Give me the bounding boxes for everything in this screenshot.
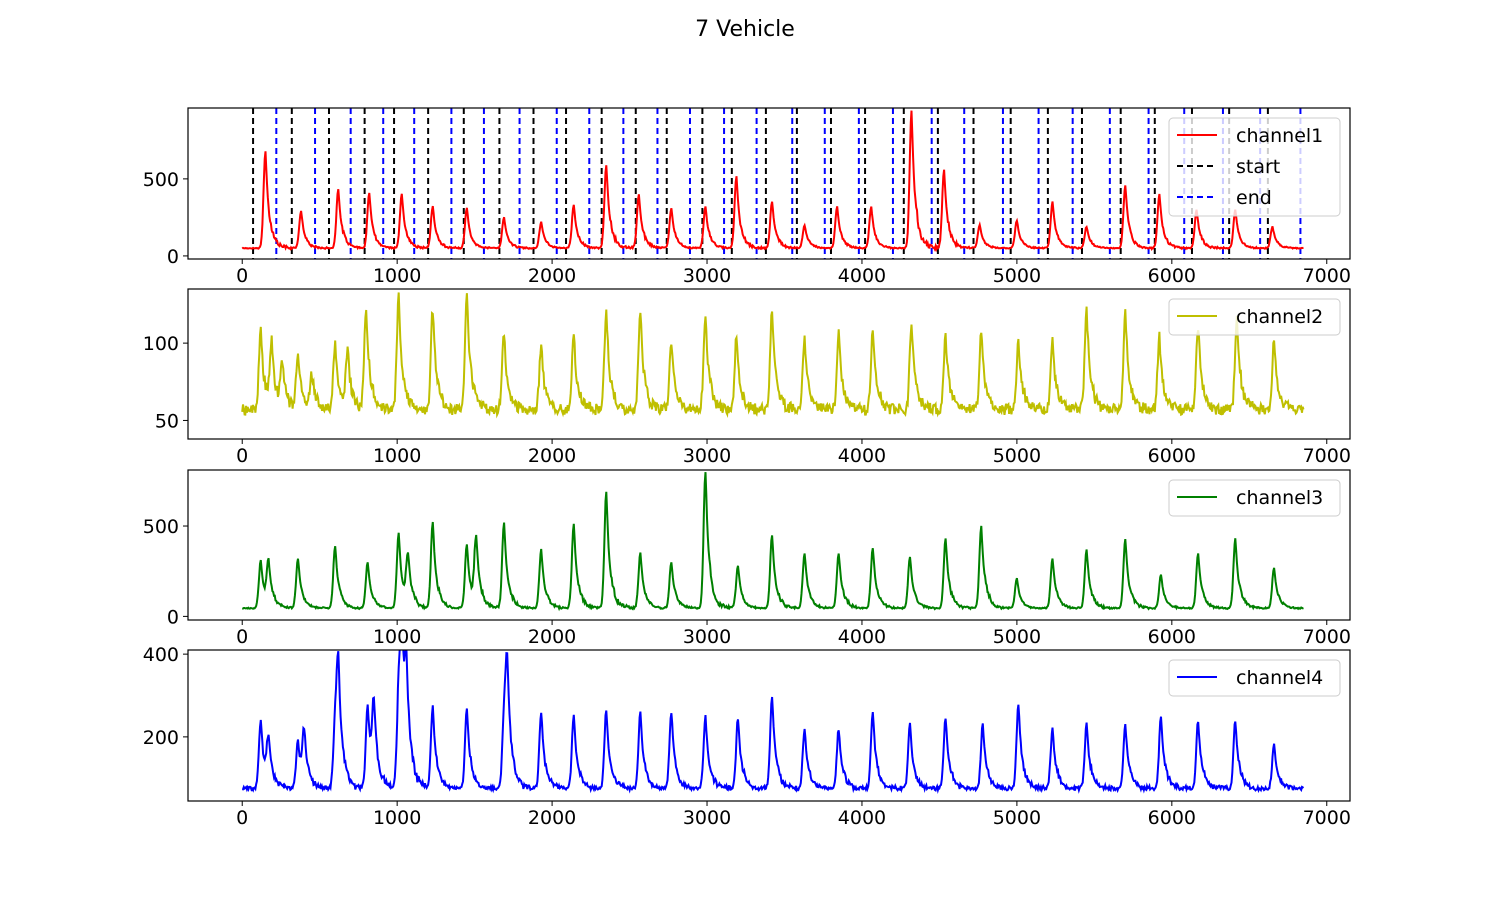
- legend-box: [1168, 479, 1341, 517]
- x-tick-label: 2000: [528, 807, 576, 829]
- y-tick-label: 400: [143, 644, 179, 666]
- x-tick-label: 2000: [528, 626, 576, 648]
- axes-frame: [187, 288, 1351, 440]
- legend-label-channel3: channel3: [1236, 487, 1323, 509]
- legend-label-end: end: [1236, 187, 1272, 209]
- y-tick-label: 0: [167, 606, 179, 628]
- channel1-line: [241, 110, 1304, 253]
- x-tick-label: 7000: [1303, 626, 1351, 648]
- y-tick-label: 500: [143, 516, 179, 538]
- x-tick-label: 7000: [1303, 807, 1351, 829]
- x-tick-label: 5000: [993, 265, 1041, 287]
- channel2-line: [241, 292, 1305, 419]
- y-tick-label: 500: [143, 169, 179, 191]
- panel-4: 0 1000 2000 3000 4000 5000 6000 7000 200 400 chann…: [143, 644, 1351, 829]
- axes-frame: [187, 107, 1351, 260]
- x-tick-label: 6000: [1148, 265, 1196, 287]
- legend-box: [1168, 117, 1341, 217]
- legend-box: [1168, 659, 1341, 697]
- y-tick-label: 100: [143, 333, 179, 355]
- legend-label-channel4: channel4: [1236, 667, 1323, 689]
- legend-label-start: start: [1236, 156, 1280, 178]
- x-tick-label: 4000: [838, 445, 886, 467]
- x-tick-label: 1000: [373, 265, 421, 287]
- x-tick-label: 1000: [373, 807, 421, 829]
- x-tick-label: 5000: [993, 445, 1041, 467]
- channel4-line: [241, 650, 1305, 794]
- panel-3: 0 1000 2000 3000 4000 5000 6000 7000 0 500 channel…: [143, 469, 1351, 648]
- legend-label-channel2: channel2: [1236, 306, 1323, 328]
- y-tick-label: 50: [155, 410, 179, 432]
- figure-title: 7 Vehicle: [695, 17, 795, 42]
- x-tick-label: 4000: [838, 807, 886, 829]
- x-tick-label: 6000: [1148, 626, 1196, 648]
- axes-frame: [187, 649, 1351, 802]
- legend: channel4: [1168, 659, 1341, 697]
- channel3-line: [241, 472, 1304, 612]
- legend-label-channel1: channel1: [1236, 125, 1323, 147]
- x-tick-label: 0: [236, 807, 248, 829]
- x-tick-label: 0: [236, 445, 248, 467]
- panel-1: 0 1000 2000 3000 4000 5000 6000 7000 0 500 channel…: [143, 107, 1351, 287]
- legend: channel2: [1168, 298, 1341, 336]
- legend: channel1 start end: [1168, 117, 1341, 217]
- y-tick-label: 0: [167, 246, 179, 268]
- x-tick-label: 6000: [1148, 445, 1196, 467]
- x-tick-label: 7000: [1303, 265, 1351, 287]
- x-tick-label: 3000: [683, 445, 731, 467]
- panels: 0 1000 2000 3000 4000 5000 6000 70000500channel…: [143, 107, 1351, 829]
- x-tick-label: 3000: [683, 626, 731, 648]
- legend: channel3: [1168, 479, 1341, 517]
- x-tick-label: 2000: [528, 445, 576, 467]
- x-tick-label: 6000: [1148, 807, 1196, 829]
- axes-frame: [187, 469, 1351, 621]
- x-tick-label: 1000: [373, 626, 421, 648]
- legend-box: [1168, 298, 1341, 336]
- x-tick-label: 0: [236, 626, 248, 648]
- x-tick-label: 0: [236, 265, 248, 287]
- y-tick-label: 200: [143, 727, 179, 749]
- x-tick-label: 3000: [683, 807, 731, 829]
- x-tick-label: 3000: [683, 265, 731, 287]
- x-tick-label: 5000: [993, 626, 1041, 648]
- x-tick-label: 1000: [373, 445, 421, 467]
- panel-2: 0 1000 2000 3000 4000 5000 6000 7000 50 100 channe…: [143, 288, 1351, 467]
- x-tick-label: 4000: [838, 626, 886, 648]
- x-tick-label: 5000: [993, 807, 1041, 829]
- x-tick-label: 7000: [1303, 445, 1351, 467]
- x-tick-label: 4000: [838, 265, 886, 287]
- x-tick-label: 2000: [528, 265, 576, 287]
